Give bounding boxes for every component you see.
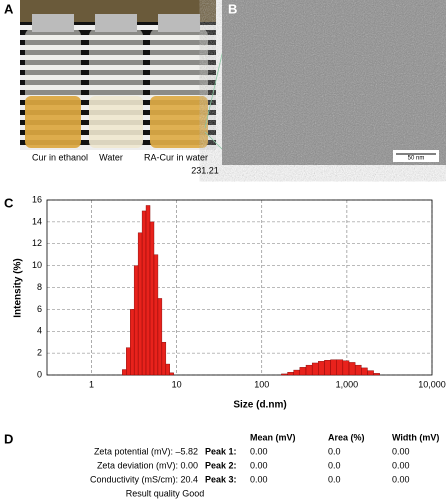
histogram-bar [149, 221, 155, 376]
column-header: Width (mV) [392, 432, 439, 442]
table-cell: 0.0 [328, 474, 341, 484]
x-axis-label: Size (d.nm) [233, 400, 286, 411]
histogram-bar [305, 364, 313, 376]
summary-line: Conductivity (mS/cm): 20.4 [90, 474, 198, 484]
note: 231.21 [191, 165, 219, 175]
y-tick-label: 0 [37, 369, 42, 379]
row-header: Peak 2: [205, 460, 237, 470]
table-cell: 0.00 [250, 474, 268, 484]
histogram-bar [126, 347, 131, 376]
row-header: Peak 1: [205, 446, 237, 456]
histogram-bar [293, 369, 301, 376]
histogram-bar [354, 364, 362, 376]
x-tick-label: 100 [254, 379, 269, 389]
histogram-bar [361, 367, 368, 376]
table-cell: 0.0 [328, 460, 341, 470]
y-tick-label: 12 [32, 238, 42, 248]
panel-label: C [4, 195, 14, 210]
histogram-bar [141, 210, 147, 376]
table-cell: 0.00 [392, 446, 410, 456]
histogram-bar [287, 372, 294, 376]
y-tick-label: 6 [37, 304, 42, 314]
histogram-bar [133, 265, 139, 376]
histogram-bar [367, 370, 374, 376]
histogram-bar [157, 298, 163, 376]
histogram-bar [342, 360, 350, 376]
scale-bar-label: 50 nm [408, 156, 425, 162]
summary-line: Zeta deviation (mV): 0.00 [97, 460, 198, 470]
panel-label: D [4, 431, 13, 446]
plot-frame [46, 199, 433, 376]
table-cell: 0.00 [392, 474, 410, 484]
y-tick-label: 8 [37, 282, 42, 292]
y-tick-label: 4 [37, 326, 42, 336]
histogram-bar [324, 360, 331, 376]
histogram-bar [336, 359, 344, 376]
histogram-bar [318, 361, 325, 376]
x-tick-label: 10 [172, 379, 182, 389]
histogram-bar [311, 362, 319, 376]
vial-label: Water [99, 152, 123, 162]
histogram-bar [373, 373, 380, 376]
photo-vials [20, 0, 216, 150]
y-tick-label: 10 [32, 260, 42, 270]
histogram-bar [122, 369, 127, 376]
histogram-bar [165, 363, 170, 376]
vial-label: Cur in ethanol [32, 152, 88, 162]
y-axis-label: Intensity (%) [13, 258, 24, 317]
y-tick-label: 2 [37, 348, 42, 358]
panel-label: B [228, 1, 237, 16]
histogram-bar [161, 341, 167, 376]
y-tick-label: 16 [32, 194, 42, 204]
vial-label: RA-Cur in water [144, 152, 208, 162]
histogram-bar [153, 254, 159, 376]
tem-image [222, 0, 446, 165]
histogram-bar [281, 373, 288, 376]
x-tick-label: 10,000 [418, 379, 446, 389]
table-cell: 0.00 [250, 460, 268, 470]
table-cell: 0.00 [392, 460, 410, 470]
x-tick-label: 1 [89, 379, 94, 389]
histogram-bar [145, 205, 151, 376]
histogram-bar [348, 362, 356, 376]
histogram-bar [169, 372, 174, 376]
histogram-bar [330, 359, 337, 376]
column-header: Mean (mV) [250, 432, 296, 442]
table-cell: 0.0 [328, 446, 341, 456]
table-cell: 0.00 [250, 446, 268, 456]
y-tick-label: 14 [32, 216, 42, 226]
histogram-bar [299, 367, 307, 376]
histogram-bar [137, 232, 143, 376]
histogram-bar [130, 309, 135, 376]
row-header: Peak 3: [205, 474, 237, 484]
panel-label: A [4, 1, 14, 16]
summary-line: Zeta potential (mV): –5.82 [94, 446, 198, 456]
column-header: Area (%) [328, 432, 365, 442]
x-tick-label: 1,000 [336, 379, 359, 389]
summary-line: Result quality Good [126, 488, 205, 498]
